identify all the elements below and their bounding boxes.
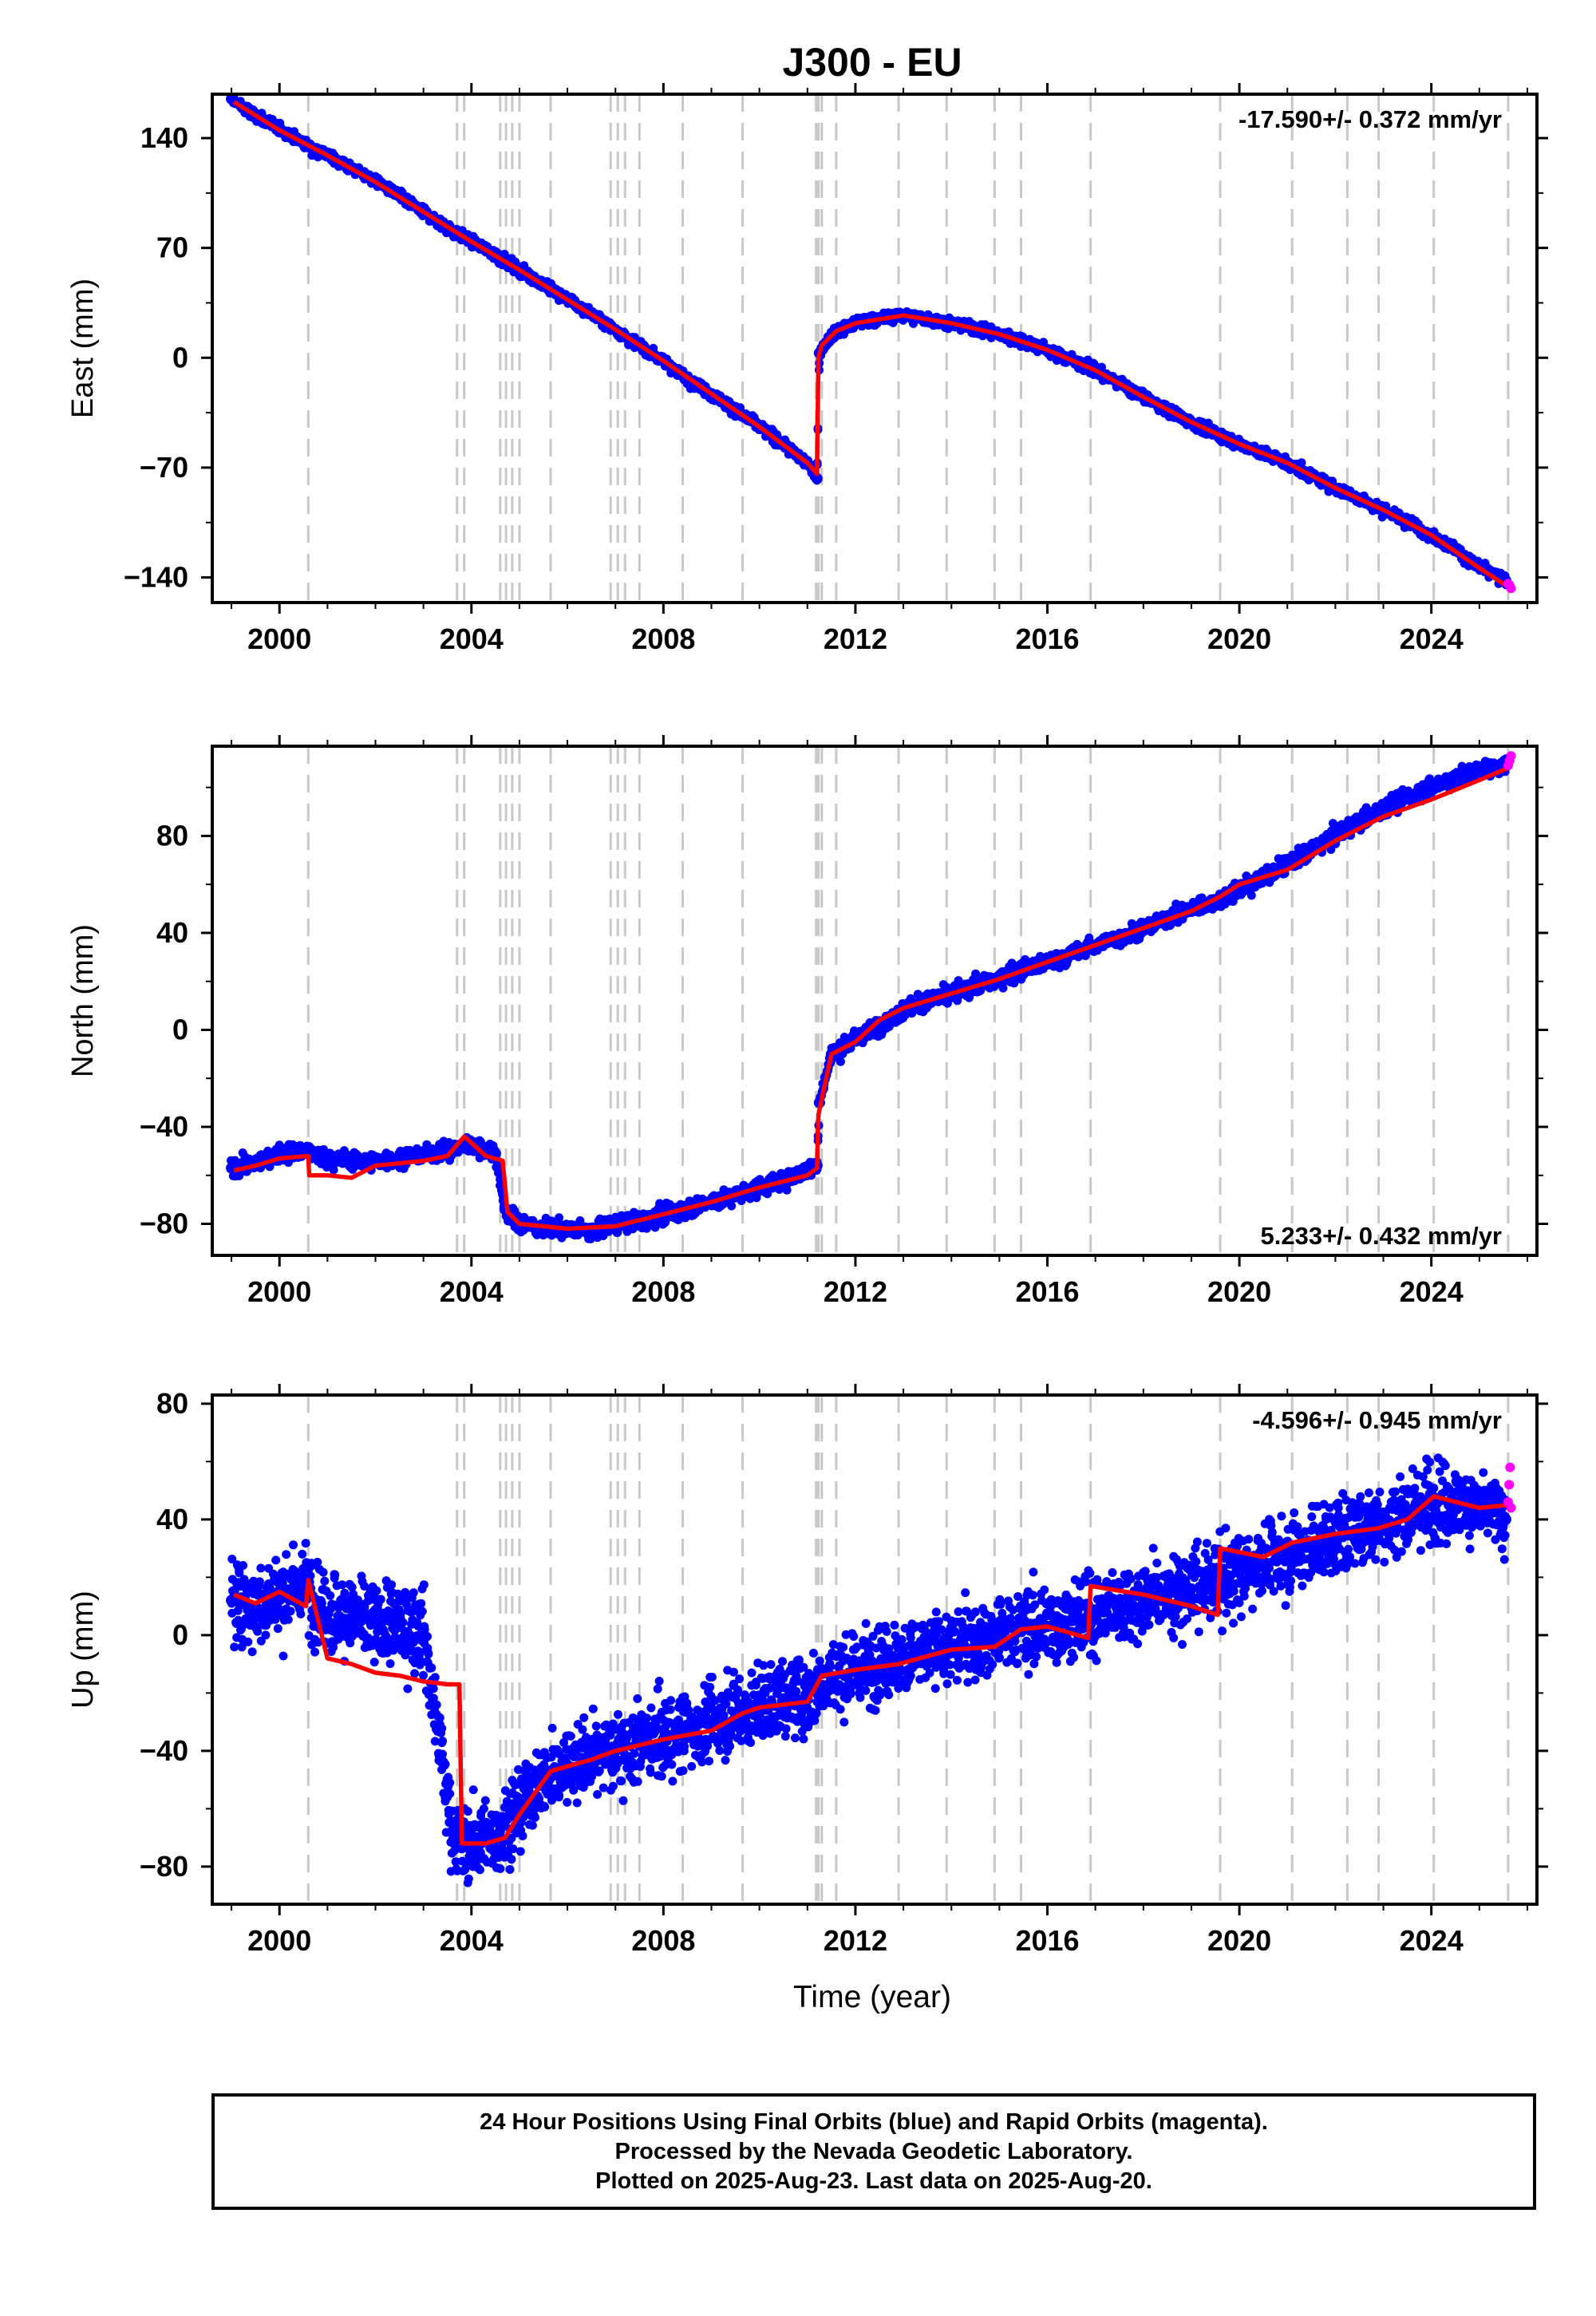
plot-frame-east (211, 93, 1539, 604)
final-orbit-cloud-north (226, 754, 1511, 1243)
y-tick-label: 140 (140, 121, 188, 154)
final-orbit-point (727, 1201, 737, 1211)
final-orbit-point (836, 1057, 845, 1066)
velocity-annotation-east: -17.590+/- 0.372 mm/yr (1238, 105, 1502, 133)
x-tick-label: 2016 (1015, 622, 1079, 655)
final-orbit-point (555, 1213, 564, 1223)
final-orbit-cloud-east (226, 94, 1511, 590)
x-tick-label: 2012 (824, 622, 887, 655)
panel-east: 140 70 0 −70 −140 2000 2004 2008 2012 2016 2020 202… (66, 83, 1548, 655)
chart-title: J300 - EU (782, 40, 962, 85)
y-tick-label: −70 (140, 451, 188, 484)
final-orbit-point (811, 472, 823, 484)
x-tick-label: 2008 (631, 622, 695, 655)
x-tick-label: 2000 (247, 622, 311, 655)
rapid-orbit-points-east (1503, 579, 1516, 594)
final-orbit-point (1297, 458, 1306, 468)
x-tick-label: 2024 (1400, 622, 1464, 655)
step-lines-east (306, 94, 1510, 603)
x-tick-label: 2004 (440, 622, 504, 655)
rapid-orbit-point (1506, 583, 1516, 594)
final-orbit-point (782, 1185, 792, 1195)
model-line-east (232, 100, 1510, 589)
y-tick-label: 70 (156, 231, 188, 264)
final-orbit-point (1246, 891, 1256, 900)
y-tick-label: −140 (124, 561, 188, 594)
y-axis-label-east: East (mm) (66, 279, 100, 418)
x-tick-label: 2020 (1207, 622, 1271, 655)
y-tick-label: 0 (172, 341, 188, 373)
final-orbit-point (998, 983, 1008, 993)
